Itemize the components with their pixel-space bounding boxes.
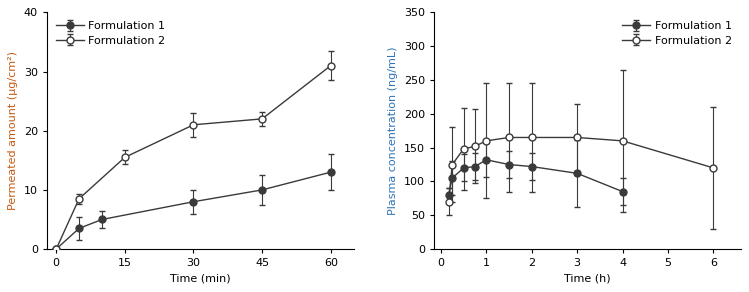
Y-axis label: Permeated amount (μg/cm²): Permeated amount (μg/cm²): [8, 51, 18, 210]
Legend: Formulation 1, Formulation 2: Formulation 1, Formulation 2: [619, 18, 735, 49]
X-axis label: Time (min): Time (min): [170, 274, 231, 284]
X-axis label: Time (h): Time (h): [564, 274, 610, 284]
Legend: Formulation 1, Formulation 2: Formulation 1, Formulation 2: [52, 18, 169, 49]
Y-axis label: Plasma concentration (ng/mL): Plasma concentration (ng/mL): [389, 46, 398, 215]
